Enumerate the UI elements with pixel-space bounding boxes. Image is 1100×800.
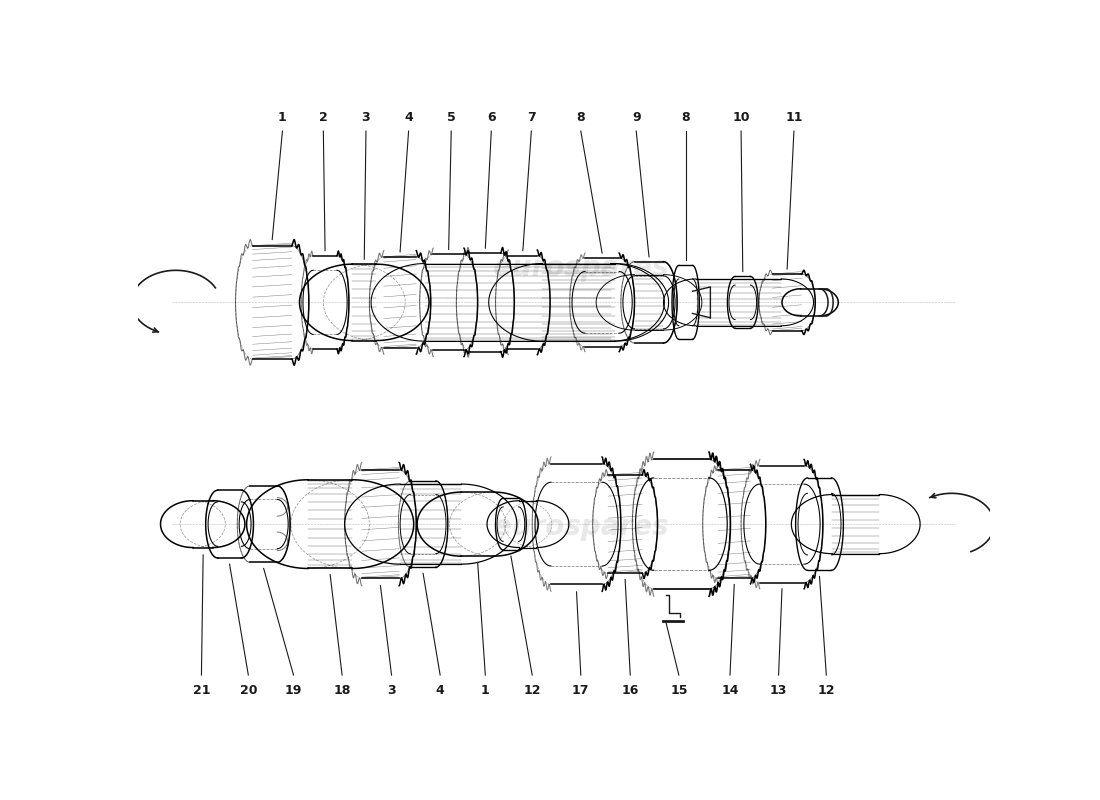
Text: 6: 6 — [487, 110, 496, 124]
Text: 4: 4 — [404, 110, 412, 124]
Text: 10: 10 — [733, 110, 750, 124]
Text: 9: 9 — [631, 110, 640, 124]
Text: 18: 18 — [333, 684, 351, 698]
Text: 12: 12 — [524, 684, 541, 698]
Text: 8: 8 — [576, 110, 585, 124]
Text: 19: 19 — [285, 684, 303, 698]
Text: 1: 1 — [278, 110, 287, 124]
Text: 15: 15 — [670, 684, 688, 698]
Text: 16: 16 — [621, 684, 639, 698]
Text: 1: 1 — [481, 684, 490, 698]
Text: 11: 11 — [785, 110, 803, 124]
Text: 17: 17 — [572, 684, 590, 698]
Text: 14: 14 — [722, 684, 739, 698]
Text: 12: 12 — [817, 684, 835, 698]
Text: eurospares: eurospares — [493, 254, 669, 282]
Text: 21: 21 — [192, 684, 210, 698]
Text: 20: 20 — [240, 684, 257, 698]
Text: 8: 8 — [681, 110, 690, 124]
Text: 13: 13 — [770, 684, 788, 698]
Text: 3: 3 — [362, 110, 371, 124]
Text: 5: 5 — [447, 110, 455, 124]
Text: eurospares: eurospares — [493, 514, 669, 542]
Text: 4: 4 — [436, 684, 444, 698]
Text: 2: 2 — [319, 110, 328, 124]
Text: 7: 7 — [527, 110, 536, 124]
Text: 3: 3 — [387, 684, 396, 698]
